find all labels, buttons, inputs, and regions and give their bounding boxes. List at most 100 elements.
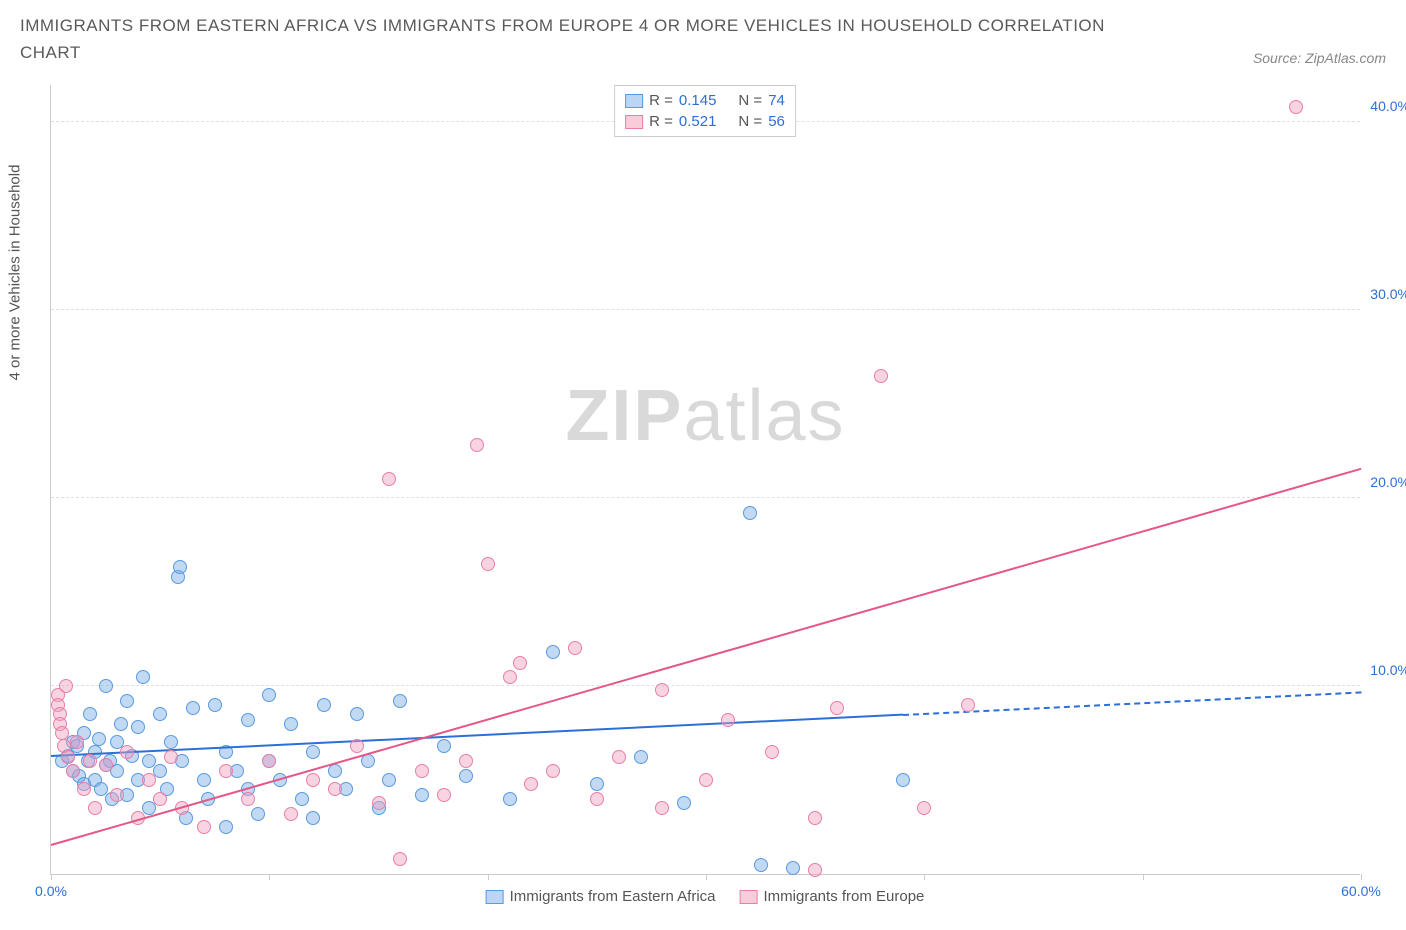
- scatter-point: [328, 782, 342, 796]
- scatter-point: [350, 707, 364, 721]
- legend-series: Immigrants from Eastern Africa Immigrants…: [486, 888, 925, 905]
- y-tick-label: 30.0%: [1362, 286, 1406, 302]
- scatter-point: [350, 739, 364, 753]
- scatter-point: [153, 792, 167, 806]
- chart-area: ZIPatlas 10.0%20.0%30.0%40.0%0.0%60.0% 4…: [50, 85, 1360, 875]
- scatter-point: [590, 792, 604, 806]
- scatter-point: [393, 852, 407, 866]
- scatter-point: [219, 820, 233, 834]
- scatter-point: [120, 745, 134, 759]
- scatter-point: [114, 717, 128, 731]
- legend-n-label: N =: [738, 92, 762, 109]
- scatter-point: [568, 641, 582, 655]
- scatter-point: [219, 764, 233, 778]
- scatter-point: [415, 788, 429, 802]
- legend-swatch: [486, 890, 504, 904]
- scatter-point: [765, 745, 779, 759]
- legend-r-value: 0.521: [679, 113, 717, 130]
- scatter-point: [110, 788, 124, 802]
- scatter-point: [153, 707, 167, 721]
- gridline: [51, 309, 1360, 310]
- legend-series-label: Immigrants from Europe: [764, 888, 925, 905]
- scatter-point: [743, 506, 757, 520]
- scatter-point: [70, 735, 84, 749]
- x-tick: [1361, 874, 1362, 880]
- scatter-point: [164, 735, 178, 749]
- scatter-point: [546, 645, 560, 659]
- scatter-point: [120, 694, 134, 708]
- scatter-point: [251, 807, 265, 821]
- scatter-point: [173, 560, 187, 574]
- scatter-point: [262, 688, 276, 702]
- scatter-point: [437, 788, 451, 802]
- scatter-point: [99, 679, 113, 693]
- scatter-point: [503, 792, 517, 806]
- scatter-point: [808, 811, 822, 825]
- legend-r-value: 0.145: [679, 92, 717, 109]
- scatter-point: [513, 656, 527, 670]
- scatter-point: [61, 750, 75, 764]
- scatter-point: [197, 773, 211, 787]
- scatter-point: [284, 717, 298, 731]
- scatter-point: [83, 707, 97, 721]
- scatter-point: [284, 807, 298, 821]
- x-tick: [706, 874, 707, 880]
- scatter-point: [808, 863, 822, 877]
- scatter-point: [546, 764, 560, 778]
- scatter-point: [459, 769, 473, 783]
- scatter-point: [590, 777, 604, 791]
- scatter-point: [677, 796, 691, 810]
- scatter-point: [437, 739, 451, 753]
- legend-stats: R =0.145N =74R =0.521N =56: [614, 85, 796, 137]
- legend-series-label: Immigrants from Eastern Africa: [510, 888, 716, 905]
- scatter-point: [306, 745, 320, 759]
- scatter-point: [77, 782, 91, 796]
- legend-series-item: Immigrants from Europe: [740, 888, 925, 905]
- scatter-point: [503, 670, 517, 684]
- gridline: [51, 685, 1360, 686]
- x-tick: [924, 874, 925, 880]
- scatter-point: [164, 750, 178, 764]
- y-tick-label: 40.0%: [1362, 98, 1406, 114]
- scatter-point: [754, 858, 768, 872]
- scatter-point: [382, 472, 396, 486]
- scatter-point: [393, 694, 407, 708]
- scatter-point: [241, 792, 255, 806]
- legend-swatch: [625, 94, 643, 108]
- trend-line: [51, 468, 1362, 846]
- scatter-point: [874, 369, 888, 383]
- chart-title: IMMIGRANTS FROM EASTERN AFRICA VS IMMIGR…: [20, 12, 1120, 66]
- scatter-point: [262, 754, 276, 768]
- scatter-point: [721, 713, 735, 727]
- scatter-point: [481, 557, 495, 571]
- x-tick: [51, 874, 52, 880]
- scatter-point: [55, 726, 69, 740]
- scatter-point: [208, 698, 222, 712]
- legend-n-label: N =: [738, 113, 762, 130]
- scatter-point: [317, 698, 331, 712]
- legend-swatch: [740, 890, 758, 904]
- scatter-point: [142, 773, 156, 787]
- legend-n-value: 56: [768, 113, 785, 130]
- scatter-point: [786, 861, 800, 875]
- scatter-point: [241, 713, 255, 727]
- x-tick: [1143, 874, 1144, 880]
- scatter-point: [83, 754, 97, 768]
- x-tick-label: 0.0%: [35, 883, 67, 899]
- legend-swatch: [625, 115, 643, 129]
- scatter-point: [136, 670, 150, 684]
- chart-header: IMMIGRANTS FROM EASTERN AFRICA VS IMMIGR…: [0, 0, 1406, 66]
- y-tick-label: 10.0%: [1362, 662, 1406, 678]
- x-tick: [488, 874, 489, 880]
- scatter-point: [830, 701, 844, 715]
- scatter-plot: ZIPatlas 10.0%20.0%30.0%40.0%0.0%60.0%: [50, 85, 1360, 875]
- scatter-point: [524, 777, 538, 791]
- legend-r-label: R =: [649, 92, 673, 109]
- scatter-point: [197, 820, 211, 834]
- scatter-point: [634, 750, 648, 764]
- scatter-point: [415, 764, 429, 778]
- scatter-point: [372, 796, 386, 810]
- scatter-point: [470, 438, 484, 452]
- scatter-point: [99, 758, 113, 772]
- y-tick-label: 20.0%: [1362, 474, 1406, 490]
